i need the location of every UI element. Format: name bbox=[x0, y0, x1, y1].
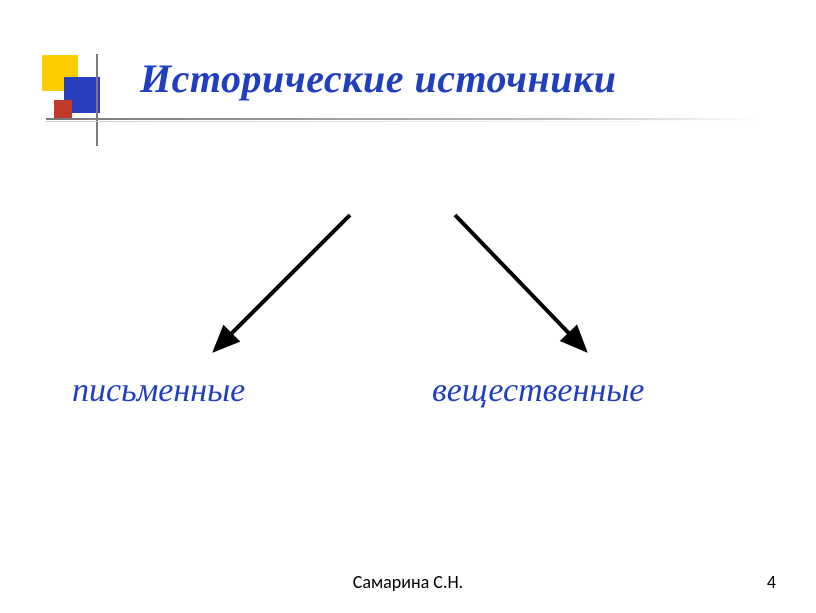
page-title: Исторические источники bbox=[140, 55, 760, 102]
footer-page-number: 4 bbox=[767, 571, 776, 593]
branch-label-right: вещественные bbox=[432, 372, 644, 410]
branch-label-left: письменные bbox=[72, 372, 245, 410]
footer-author: Самарина С.Н. bbox=[0, 571, 816, 593]
decor-horizontal-rule-shadow bbox=[46, 121, 758, 122]
decor-vertical-rule bbox=[96, 54, 98, 146]
decor-horizontal-rule bbox=[46, 118, 758, 120]
decor-square-red bbox=[54, 100, 72, 118]
slide: Исторические источники письменные вещест… bbox=[0, 0, 816, 613]
